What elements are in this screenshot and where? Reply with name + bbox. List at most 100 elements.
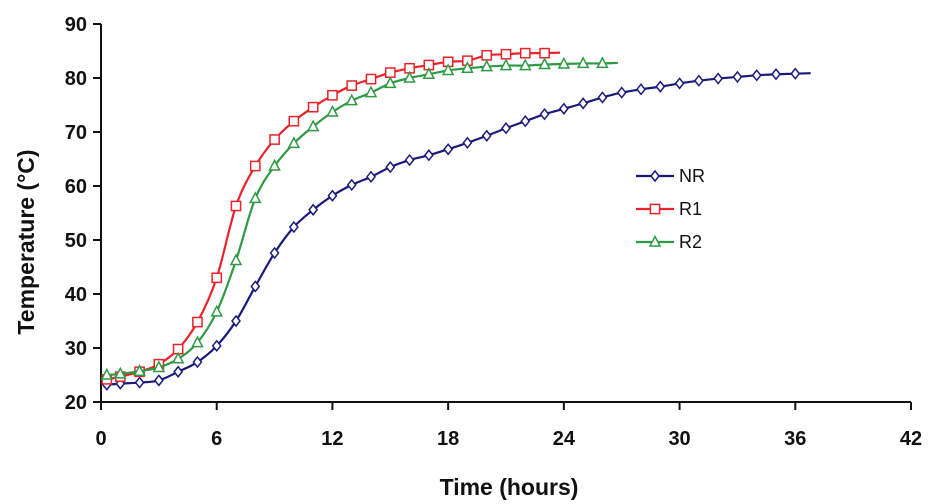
data-point-r2	[499, 58, 513, 71]
y-tick-label: 20	[65, 392, 87, 414]
x-tick-label: 36	[784, 428, 806, 450]
data-point-r1	[192, 316, 203, 328]
x-tick-label: 42	[900, 428, 922, 450]
data-point-nr	[501, 122, 511, 135]
data-point-r2	[191, 335, 204, 348]
data-point-r2	[364, 85, 378, 98]
series-line-r1	[106, 51, 561, 381]
data-point-r1	[519, 47, 531, 59]
data-point-nr	[423, 149, 434, 162]
y-tick-label: 70	[65, 122, 87, 144]
data-point-nr	[404, 153, 415, 167]
legend-label-nr: NR	[679, 166, 705, 186]
data-point-r1	[481, 49, 493, 61]
data-point-r2	[441, 63, 455, 76]
data-point-nr	[288, 220, 299, 234]
data-point-r1	[365, 73, 377, 85]
data-point-r2	[229, 253, 243, 266]
data-point-r2	[210, 304, 223, 317]
data-point-r1	[384, 67, 396, 78]
data-point-nr	[636, 83, 646, 96]
y-tick-label: 40	[65, 284, 87, 306]
data-point-r2	[422, 67, 436, 79]
data-point-r1	[288, 115, 300, 127]
data-point-nr	[771, 68, 781, 81]
y-tick-label: 80	[65, 68, 87, 90]
data-point-r2	[576, 56, 590, 69]
data-point-nr	[385, 160, 396, 174]
data-point-r2	[480, 59, 493, 72]
data-point-r2	[133, 364, 146, 376]
legend-marker-r2	[648, 234, 662, 247]
data-point-nr	[751, 69, 762, 82]
data-point-nr	[597, 91, 608, 104]
legend-item-r2: R2	[636, 232, 702, 252]
data-point-r2	[287, 136, 301, 149]
data-point-nr	[655, 80, 666, 93]
legend-marker-r1	[649, 203, 661, 215]
data-point-r2	[384, 76, 397, 89]
data-point-r1	[269, 134, 280, 145]
y-tick-label: 90	[65, 14, 87, 36]
series-r1	[101, 47, 561, 385]
data-point-r2	[519, 58, 532, 71]
data-point-nr	[269, 246, 280, 260]
data-point-nr	[443, 143, 454, 156]
x-axis-title: Time (hours)	[440, 474, 579, 500]
x-tick-label: 12	[321, 428, 343, 450]
data-point-nr	[308, 203, 319, 216]
data-point-r1	[211, 272, 223, 284]
y-tick-label: 60	[65, 176, 87, 198]
series-line-nr	[106, 72, 811, 386]
data-point-r1	[307, 101, 319, 113]
data-point-r2	[403, 70, 416, 83]
legend-label-r2: R2	[679, 232, 702, 252]
data-point-r2	[461, 61, 474, 74]
data-point-r2	[538, 57, 551, 70]
series-r2	[100, 56, 618, 380]
x-tick-label: 18	[437, 428, 459, 450]
data-point-r2	[268, 158, 281, 171]
axes: 20 30 40 50 60 70 80 90 0 6 12 18 24 30 36 42	[65, 14, 922, 450]
data-point-nr	[192, 355, 203, 369]
legend: NR R1 R2	[636, 166, 705, 252]
data-point-nr	[790, 67, 801, 80]
data-point-r1	[346, 80, 358, 91]
data-point-nr	[558, 102, 569, 115]
data-point-nr	[250, 280, 261, 293]
data-point-nr	[211, 339, 222, 353]
data-point-nr	[713, 72, 724, 85]
data-point-r1	[327, 89, 338, 101]
x-tick-label: 0	[95, 428, 106, 450]
data-point-r1	[539, 47, 550, 59]
data-point-r2	[249, 191, 262, 204]
data-point-nr	[173, 365, 184, 378]
data-point-r2	[596, 56, 609, 69]
data-point-nr	[153, 374, 164, 387]
data-point-r2	[171, 351, 185, 364]
data-point-nr	[520, 114, 531, 128]
data-point-nr	[327, 189, 338, 202]
data-point-r2	[326, 104, 339, 117]
data-point-nr	[481, 129, 492, 142]
y-axis-title: Temperature (°C)	[13, 149, 39, 334]
data-point-r2	[306, 119, 320, 132]
data-point-r1	[249, 160, 261, 172]
x-tick-label: 6	[211, 428, 222, 450]
legend-marker-nr	[650, 169, 660, 183]
data-point-nr	[539, 107, 550, 121]
data-point-nr	[231, 314, 241, 328]
data-point-nr	[578, 97, 589, 110]
data-point-r2	[345, 93, 358, 106]
data-point-nr	[732, 70, 743, 84]
data-point-nr	[462, 136, 473, 150]
data-point-r1	[500, 48, 512, 60]
legend-label-r1: R1	[679, 199, 702, 219]
data-point-nr	[346, 178, 357, 192]
series-layer	[100, 47, 811, 391]
y-tick-label: 30	[65, 338, 87, 360]
data-point-nr	[134, 376, 145, 389]
data-point-r2	[557, 56, 571, 69]
data-point-r2	[152, 360, 166, 373]
data-point-nr	[616, 86, 627, 99]
